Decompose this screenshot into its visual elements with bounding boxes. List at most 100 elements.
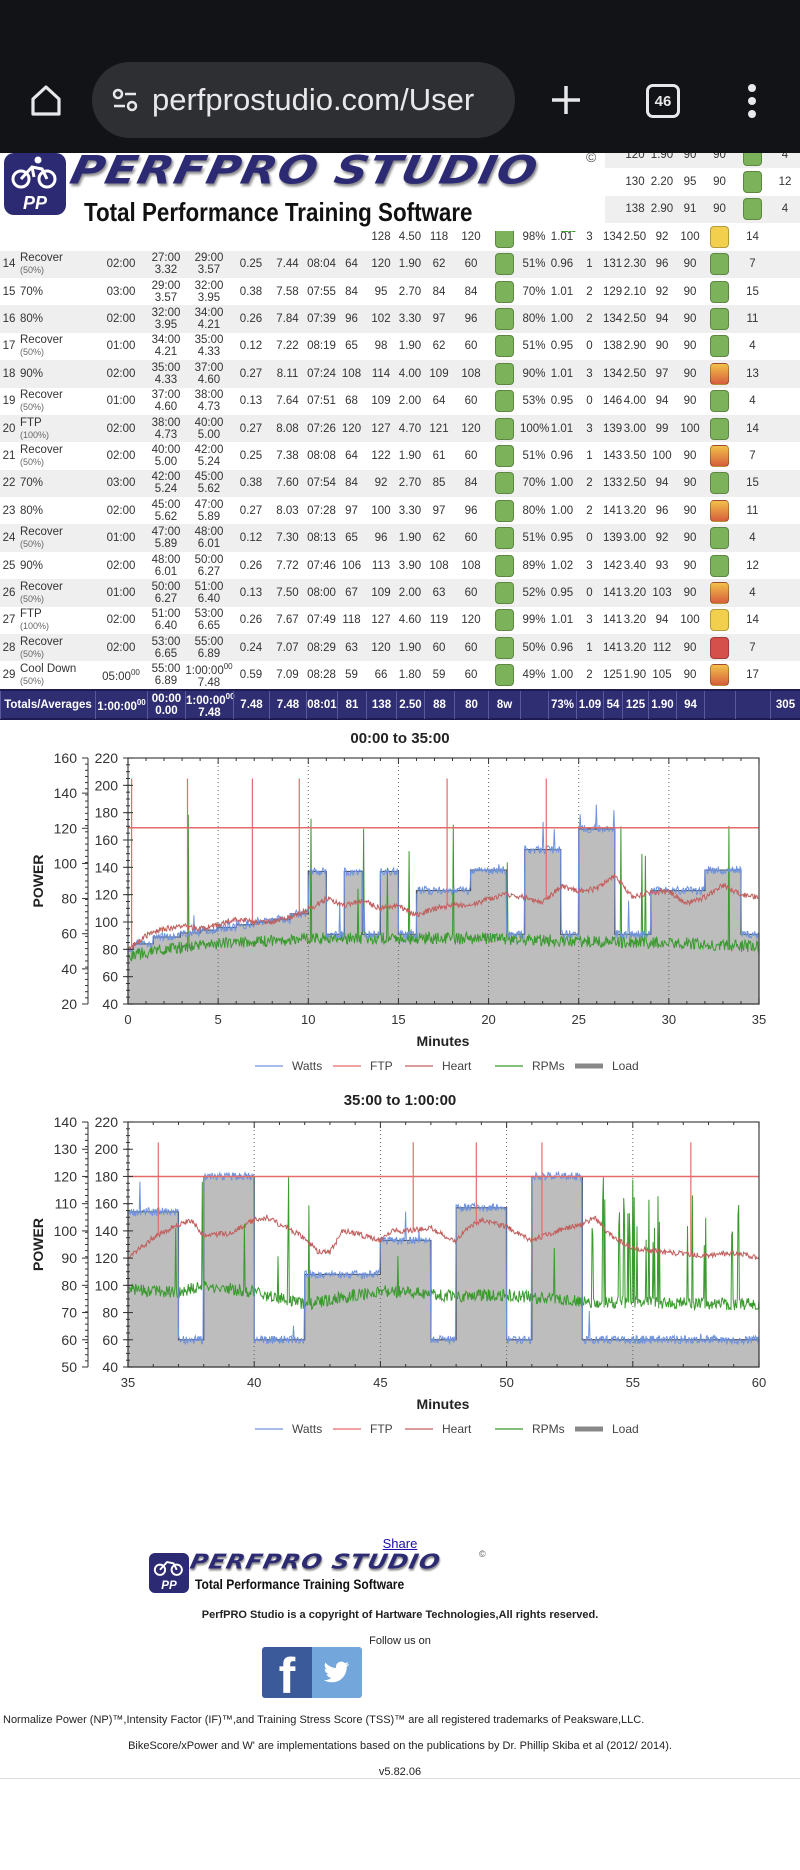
table-cell: 97 bbox=[432, 504, 446, 517]
url-text[interactable]: perfprostudio.com/User bbox=[152, 82, 475, 117]
table-cell: 12 bbox=[778, 176, 792, 189]
table-cell: Recover (50%) bbox=[18, 581, 95, 605]
footer-logo[interactable]: PP PERFPRO STUDIO © Total Performance Tr… bbox=[149, 1549, 489, 1595]
table-cell: 50:00 6.27 bbox=[147, 581, 185, 605]
zone-indicator-green bbox=[743, 171, 762, 194]
table-cell bbox=[488, 527, 520, 550]
home-icon[interactable] bbox=[28, 82, 64, 118]
table-cell: 50:00 6.27 bbox=[185, 554, 233, 578]
cell-first-line: 80% bbox=[20, 313, 43, 325]
table-cell: 1.90 bbox=[623, 669, 647, 682]
cell-first-line: 40:00 bbox=[195, 417, 224, 429]
table-cell: 24 bbox=[2, 532, 16, 545]
cell-value: Recover bbox=[20, 334, 63, 347]
y-tick-label-inner: 80 bbox=[102, 941, 118, 957]
table-cell: 98 bbox=[374, 340, 388, 353]
cell-value: 27:00 bbox=[151, 252, 181, 265]
cell-value: 29:00 bbox=[194, 252, 224, 265]
table-cell: 130 bbox=[625, 176, 645, 189]
table-cell: 4 bbox=[749, 586, 756, 599]
table-cell: 134 bbox=[603, 367, 623, 380]
table-cell bbox=[488, 253, 520, 276]
cell-first-line: Recover bbox=[20, 526, 63, 538]
new-tab-icon[interactable] bbox=[548, 82, 584, 118]
table-cell: 7.60 bbox=[276, 477, 299, 490]
x-tick-label: 15 bbox=[391, 1012, 405, 1027]
table-cell: 02:00 bbox=[106, 504, 136, 517]
cell-value: 1:00:00 bbox=[185, 665, 224, 678]
table-cell: 64 bbox=[345, 258, 358, 271]
table-cell: 94 bbox=[655, 614, 669, 627]
table-cell: 35:00 4.33 bbox=[147, 362, 185, 386]
zone-indicator-orange bbox=[710, 499, 729, 522]
more-menu-icon[interactable] bbox=[745, 82, 759, 120]
table-cell: 0.96 bbox=[550, 449, 574, 462]
cell-value: 48:00 bbox=[194, 526, 224, 539]
cell-value: 50:00 bbox=[151, 580, 181, 593]
cell-second-line: 6.01 bbox=[154, 565, 178, 578]
cell-value: 55:00 bbox=[194, 635, 224, 648]
table-cell: 90 bbox=[683, 532, 697, 545]
cell-value: 80% bbox=[20, 313, 44, 326]
cell-first-line: Recover bbox=[20, 334, 63, 346]
table-cell: 53:00 6.65 bbox=[147, 636, 185, 660]
share-link[interactable]: Share bbox=[382, 1536, 418, 1551]
x-tick-label: 30 bbox=[662, 1012, 676, 1027]
zone-indicator-orange bbox=[710, 581, 729, 604]
table-cell: 2.70 bbox=[398, 477, 422, 490]
header-logo[interactable]: PP PERFPRO STUDIO © Total Performance Tr… bbox=[0, 147, 605, 231]
table-cell: 80% bbox=[18, 505, 95, 517]
table-cell: 1.01 bbox=[550, 422, 574, 435]
table-cell bbox=[488, 362, 520, 385]
x-tick-label: 35 bbox=[752, 1012, 766, 1027]
table-cell: 48:00 6.01 bbox=[185, 526, 233, 550]
address-bar[interactable]: perfprostudio.com/User bbox=[92, 62, 515, 138]
table-cell: 0.13 bbox=[239, 586, 263, 599]
table-cell: 120 bbox=[371, 641, 391, 654]
table-cell: 114 bbox=[371, 367, 391, 380]
table-cell: 139 bbox=[603, 422, 623, 435]
x-tick-label: 10 bbox=[301, 1012, 315, 1027]
table-cell: 15 bbox=[746, 477, 759, 490]
table-cell: 51% bbox=[522, 532, 546, 545]
table-cell: 60 bbox=[464, 641, 478, 654]
twitter-bird-icon bbox=[323, 1661, 350, 1683]
table-cell: 105 bbox=[652, 669, 672, 682]
twitter-icon[interactable] bbox=[312, 1647, 362, 1698]
table-cell: 17 bbox=[2, 340, 16, 353]
table-cell: 7 bbox=[749, 449, 756, 462]
table-cell: 4 bbox=[749, 395, 756, 408]
table-cell bbox=[488, 664, 520, 687]
facebook-icon[interactable]: f bbox=[262, 1647, 312, 1698]
site-settings-icon[interactable] bbox=[110, 85, 140, 115]
table-cell: 01:00 bbox=[106, 532, 136, 545]
table-cell: 97 bbox=[345, 504, 358, 517]
cell-value: 05:00 bbox=[102, 671, 131, 684]
table-cell: 133 bbox=[603, 477, 623, 490]
table-cell: 27 bbox=[2, 614, 16, 627]
table-cell bbox=[704, 636, 735, 659]
table-cell: 90% bbox=[18, 368, 95, 380]
table-cell: 90 bbox=[683, 504, 697, 517]
cell-subtitle: (100%) bbox=[20, 621, 50, 632]
cell-value: 40:00 bbox=[151, 443, 181, 456]
y-tick-label-power: 130 bbox=[54, 1141, 78, 1157]
table-cell: 62 bbox=[432, 258, 446, 271]
cell-first-line: 1:00:0000 bbox=[96, 697, 147, 713]
table-cell: 18 bbox=[2, 367, 16, 380]
table-cell: 0.26 bbox=[239, 559, 263, 572]
table-cell: Recover (50%) bbox=[18, 252, 95, 276]
table-cell: 51:00 6.40 bbox=[147, 608, 185, 632]
table-cell: 19 bbox=[2, 395, 16, 408]
table-cell: 84 bbox=[345, 477, 358, 490]
cell-first-line: 53:00 bbox=[195, 608, 224, 620]
table-cell: 138 bbox=[625, 203, 645, 216]
heart-line bbox=[127, 1214, 760, 1261]
table-cell bbox=[488, 472, 520, 495]
table-cell: 118 bbox=[429, 230, 449, 243]
tab-switcher-button[interactable]: 46 bbox=[646, 84, 680, 118]
table-cell: 1.02 bbox=[550, 559, 574, 572]
table-cell bbox=[704, 554, 735, 577]
table-cell: 108 bbox=[341, 367, 362, 380]
cell-second-line: 5.89 bbox=[197, 510, 221, 523]
